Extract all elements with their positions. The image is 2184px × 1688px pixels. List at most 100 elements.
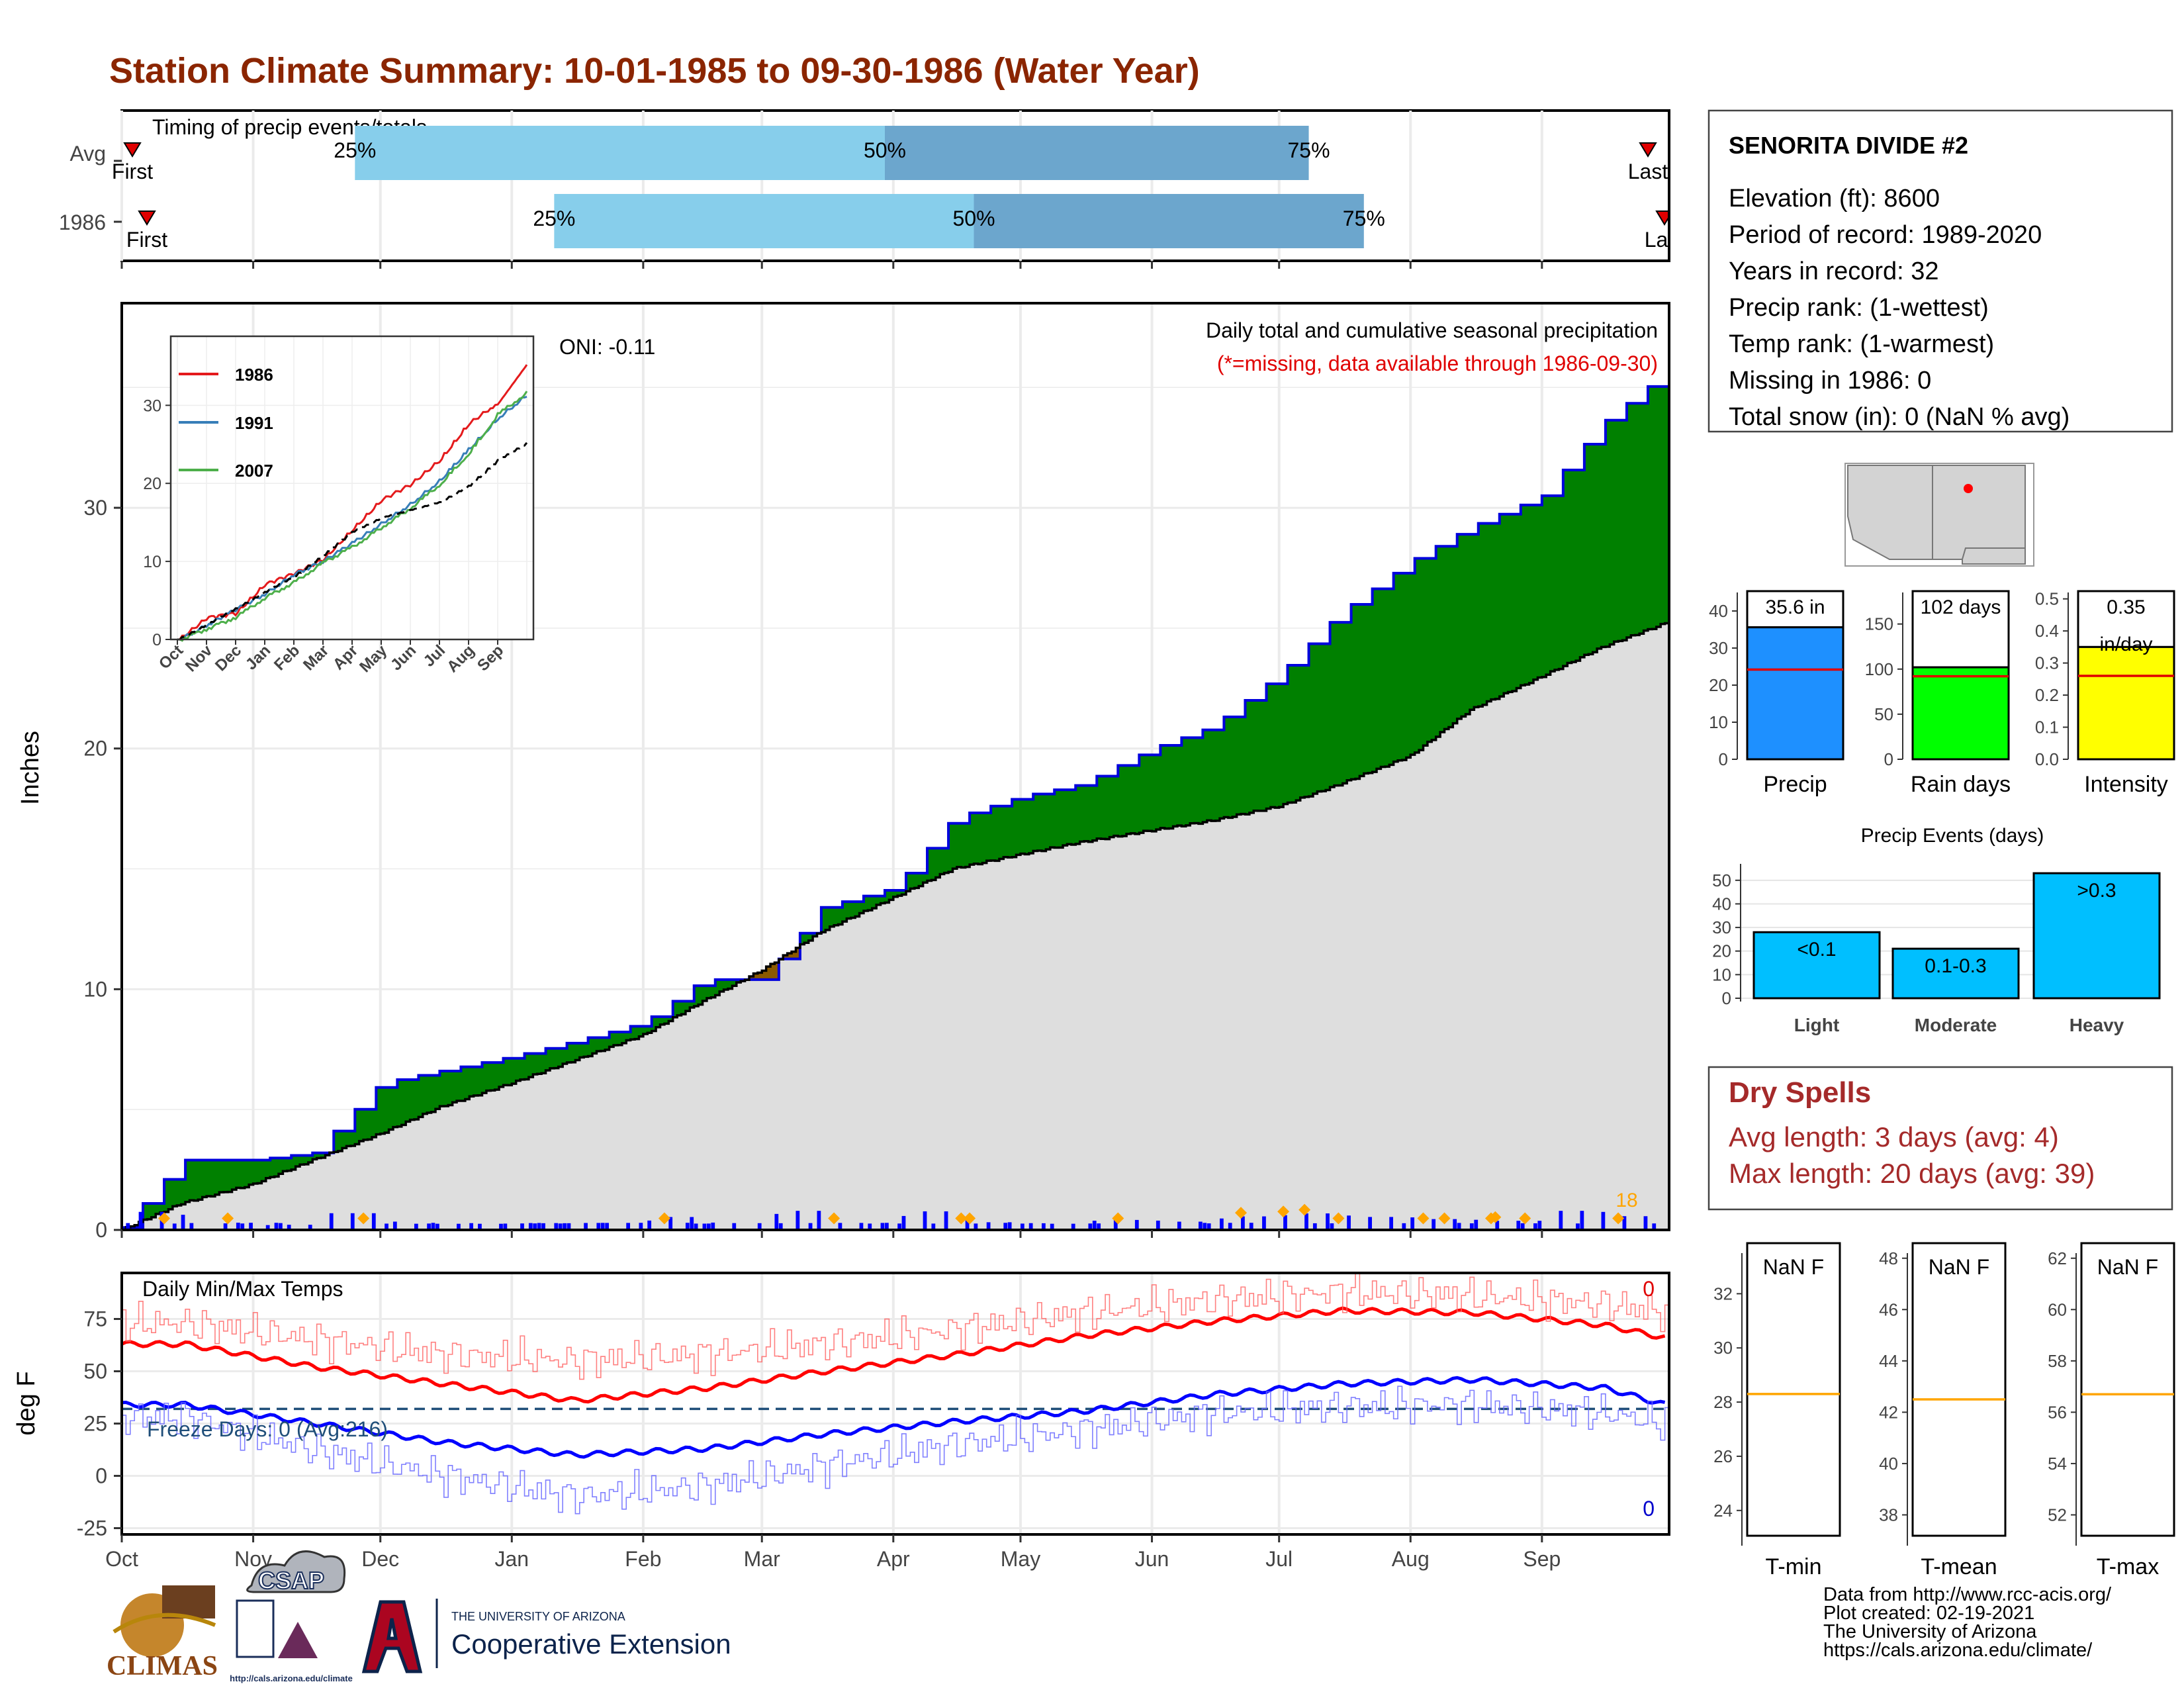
wetter-than-avg-fill bbox=[1529, 504, 1534, 683]
wetter-than-avg-fill bbox=[1601, 444, 1606, 647]
wetter-than-avg-fill bbox=[838, 907, 843, 925]
wetter-than-avg-fill bbox=[461, 1066, 466, 1101]
tempbox-tick-label: 52 bbox=[2048, 1505, 2067, 1524]
daily-precip-bar bbox=[1283, 1215, 1287, 1230]
wetter-than-avg-fill bbox=[473, 1066, 478, 1096]
wetter-than-avg-fill bbox=[503, 1058, 508, 1086]
wetter-than-avg-fill bbox=[1063, 790, 1068, 846]
drier-than-avg-fill bbox=[753, 973, 758, 980]
events-y-tick-label: 20 bbox=[1712, 941, 1731, 961]
wetter-than-avg-fill bbox=[265, 1160, 271, 1178]
wetter-than-avg-fill bbox=[240, 1160, 246, 1188]
inset-line-2007 bbox=[177, 391, 528, 642]
events-chart: Precip Events (days) <0.1 0.1-0.3 >0.3 0 10… bbox=[1712, 825, 2161, 1035]
wetter-than-avg-fill bbox=[435, 1075, 441, 1109]
precip-tick-label: 30 bbox=[1709, 638, 1728, 658]
wetter-than-avg-fill bbox=[452, 1071, 457, 1103]
daily-precip-bar bbox=[1622, 1216, 1627, 1230]
daily-precip-bar bbox=[1432, 1219, 1436, 1230]
wetter-than-avg-fill bbox=[1249, 700, 1254, 813]
wetter-than-avg-fill bbox=[147, 1203, 152, 1219]
drier-than-avg-fill bbox=[792, 951, 797, 959]
daily-precip-bar bbox=[702, 1223, 707, 1230]
wetter-than-avg-fill bbox=[1508, 514, 1513, 692]
daily-precip-bar bbox=[1071, 1223, 1075, 1230]
intensity-tick-label: 0.0 bbox=[2035, 749, 2059, 769]
wetter-than-avg-fill bbox=[1262, 700, 1267, 811]
wetter-than-avg-fill bbox=[1088, 785, 1093, 842]
daily-precip-bar bbox=[778, 1223, 783, 1230]
wetter-than-avg-fill bbox=[931, 848, 936, 880]
wetter-than-avg-fill bbox=[1567, 469, 1572, 663]
daily-precip-bar bbox=[897, 1223, 901, 1230]
wetter-than-avg-fill bbox=[478, 1066, 483, 1096]
wetter-than-avg-fill bbox=[600, 1037, 606, 1051]
daily-precip-bar bbox=[236, 1223, 240, 1230]
daily-precip-bar bbox=[520, 1223, 524, 1230]
wetter-than-avg-fill bbox=[457, 1071, 462, 1101]
month-tick-label: Jun bbox=[1135, 1547, 1169, 1571]
month-tick-label: Sep bbox=[1523, 1547, 1561, 1571]
footer-line-url: https://cals.arizona.edu/climate/ bbox=[1823, 1640, 2093, 1661]
daily-precip-bar bbox=[711, 1222, 715, 1230]
daily-precip-bar bbox=[1457, 1223, 1461, 1230]
wetter-than-avg-fill bbox=[1351, 604, 1356, 780]
wetter-than-avg-fill bbox=[579, 1043, 584, 1058]
wetter-than-avg-fill bbox=[1363, 604, 1369, 774]
first-event-marker bbox=[138, 211, 156, 226]
station-location-dot bbox=[1964, 484, 1973, 493]
station-line-years: Years in record: 32 bbox=[1729, 258, 1939, 285]
station-frame bbox=[1707, 109, 2173, 433]
wetter-than-avg-fill bbox=[944, 848, 949, 873]
wetter-than-avg-fill bbox=[338, 1131, 343, 1151]
wetter-than-avg-fill bbox=[1432, 558, 1437, 740]
wetter-than-avg-fill bbox=[596, 1037, 602, 1051]
wetter-than-avg-fill bbox=[549, 1048, 555, 1068]
heavy-event-marker bbox=[1298, 1203, 1311, 1216]
wetter-than-avg-fill bbox=[346, 1131, 351, 1147]
daily-precip-bar bbox=[1516, 1221, 1521, 1230]
tempbox-tick-label: 40 bbox=[1879, 1454, 1898, 1474]
wetter-than-avg-fill bbox=[1559, 495, 1564, 669]
wetter-than-avg-fill bbox=[923, 873, 928, 883]
daily-precip-bar bbox=[392, 1221, 397, 1230]
summary-bar-charts: 0 10 20 30 40 35.6 in Precip 0 50 100 150 102 days R… bbox=[1709, 589, 2175, 797]
daily-precip-bar bbox=[274, 1223, 279, 1230]
daily-precip-bar bbox=[690, 1217, 694, 1230]
daily-precip-bar bbox=[880, 1223, 885, 1230]
wetter-than-avg-fill bbox=[1576, 469, 1581, 661]
raindays-value-box bbox=[1911, 590, 2010, 669]
month-tick-label: Dec bbox=[361, 1547, 399, 1571]
daily-precip-bar bbox=[265, 1225, 270, 1230]
wetter-than-avg-fill bbox=[261, 1160, 267, 1182]
timing-pct-label: 50% bbox=[864, 138, 906, 162]
precip-tick-label: 0 bbox=[1719, 749, 1728, 769]
wetter-than-avg-fill bbox=[159, 1203, 165, 1213]
daily-precip-bar bbox=[817, 1211, 821, 1230]
wetter-than-avg-fill bbox=[876, 896, 882, 905]
intensity-tick-label: 0.2 bbox=[2035, 685, 2059, 705]
timing-pct-label: 75% bbox=[1288, 138, 1330, 162]
wetter-than-avg-fill bbox=[813, 933, 818, 937]
intensity-value-box bbox=[2077, 590, 2175, 648]
events-bar-heavy bbox=[2032, 872, 2161, 1000]
first-event-label: First bbox=[112, 160, 153, 183]
wetter-than-avg-fill bbox=[1079, 785, 1085, 842]
wetter-than-avg-fill bbox=[1423, 558, 1428, 746]
wetter-than-avg-fill bbox=[1490, 523, 1496, 700]
wetter-than-avg-fill bbox=[850, 902, 856, 918]
wetter-than-avg-fill bbox=[736, 979, 741, 983]
daily-precip-bar bbox=[1156, 1220, 1160, 1230]
daily-precip-bar bbox=[668, 1217, 673, 1230]
wetter-than-avg-fill bbox=[439, 1071, 445, 1107]
daily-precip-bar bbox=[1028, 1223, 1033, 1230]
daily-precip-bar bbox=[567, 1223, 571, 1230]
wetter-than-avg-fill bbox=[1347, 622, 1352, 780]
tempbox-frame-1 bbox=[1911, 1242, 2007, 1537]
precip-y-tick-label: 30 bbox=[83, 496, 107, 520]
wetter-than-avg-fill bbox=[1359, 604, 1365, 776]
wetter-than-avg-fill bbox=[520, 1058, 525, 1080]
precip-value-label: 35.6 in bbox=[1765, 596, 1825, 618]
month-tick-label: Jan bbox=[495, 1547, 529, 1571]
precip-y-tick-label: 0 bbox=[95, 1218, 107, 1242]
